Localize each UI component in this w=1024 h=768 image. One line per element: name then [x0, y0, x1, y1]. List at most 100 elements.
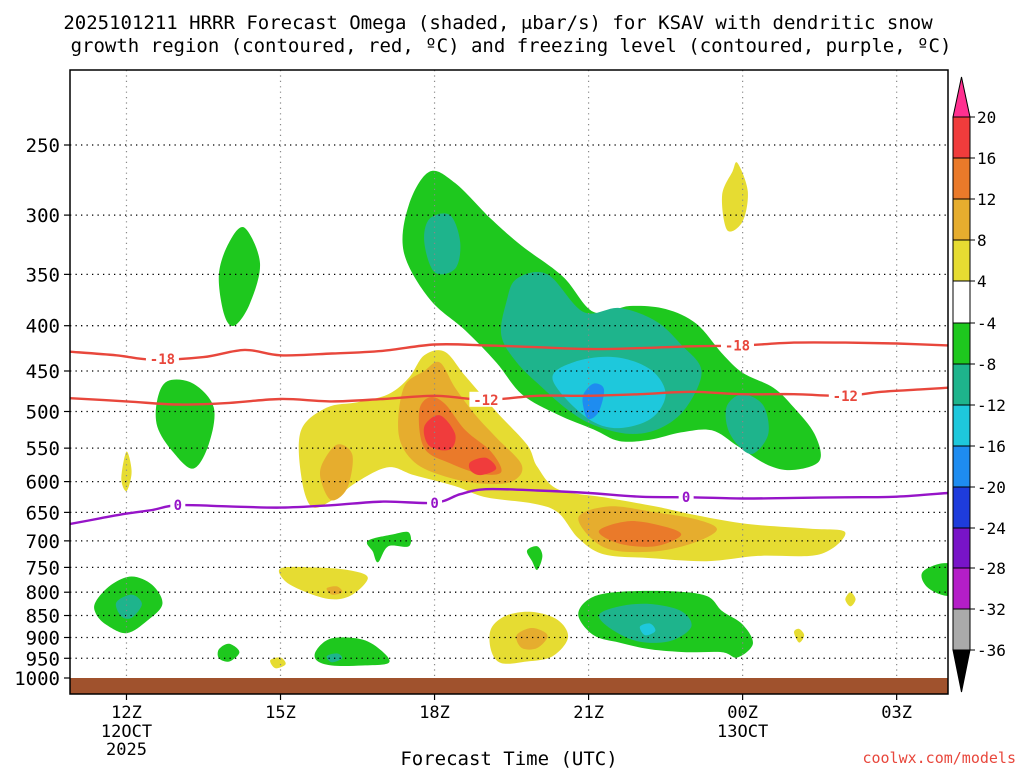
- omega-region-green-blob-13z: [155, 379, 215, 469]
- colorbar-label-12: -32: [977, 600, 1006, 619]
- colorbar-segment-5: [952, 280, 971, 324]
- isotherm-line-2: [70, 487, 948, 526]
- y-tick-label-350: 350: [26, 264, 60, 286]
- isotherm-label-2-1: 0: [430, 496, 438, 512]
- colorbar-label-4: 4: [977, 272, 987, 291]
- x-tick-label-15Z: 15Z: [265, 703, 296, 723]
- isotherm-label-1-1: -12: [833, 389, 858, 405]
- omega-region-green-lower-right: [921, 563, 948, 596]
- omega-region-yellow-bar-12z: [121, 451, 132, 492]
- omega-region-yellow-dot-25z: [794, 628, 805, 643]
- isotherm-label-0-1: -18: [725, 338, 750, 354]
- colorbar-segment-11: [952, 527, 971, 569]
- omega-region-right-teal-patch: [725, 394, 769, 455]
- colorbar-label-13: -36: [977, 641, 1006, 660]
- colorbar-label-5: -4: [977, 314, 996, 333]
- omega-region-yellow-dot-26z: [845, 592, 856, 607]
- y-tick-label-750: 750: [26, 557, 60, 579]
- y-tick-label-650: 650: [26, 502, 60, 524]
- omega-region-red-core-a: [423, 415, 456, 451]
- colorbar-label-9: -20: [977, 478, 1006, 497]
- colorbar-label-2: 12: [977, 190, 996, 209]
- isotherm-label-bg: [720, 337, 754, 353]
- omega-region-yellow-top-23z: [721, 162, 748, 232]
- y-tick-label-900: 900: [26, 627, 60, 649]
- y-tick-label-600: 600: [26, 472, 60, 494]
- colorbar-label-0: 20: [977, 108, 996, 127]
- plot-background: [70, 70, 948, 694]
- surface-terrain-band: [70, 678, 948, 694]
- x-tick-label-18Z: 18Z: [419, 703, 450, 723]
- isotherm-label-2-2: 0: [682, 490, 690, 506]
- chart-title-line-2: growth region (contoured, red, ºC) and f…: [71, 35, 952, 57]
- omega-region-orange-dark-b: [598, 521, 682, 547]
- y-tick-label-1000: 1000: [14, 668, 60, 690]
- x-tick-label-12Z: 12Z: [111, 703, 142, 723]
- y-tick-label-250: 250: [26, 135, 60, 157]
- x-tick-label-00Z: 00Z: [727, 703, 758, 723]
- isotherm-label-bg: [828, 387, 862, 403]
- isotherm-label-1-0: -12: [473, 393, 498, 409]
- omega-region-teal-lower-12z: [115, 594, 142, 619]
- colorbar-label-7: -12: [977, 396, 1006, 415]
- isotherm-label-bg: [427, 494, 443, 510]
- omega-region-green-dot-20z: [526, 546, 543, 570]
- isotherm-label-bg: [469, 391, 503, 407]
- isotherm-label-bg: [170, 497, 186, 513]
- isotherm-label-bg: [678, 489, 694, 505]
- plot-area: [70, 70, 948, 694]
- y-tick-label-550: 550: [26, 438, 60, 460]
- chart-title-line-1: 2025101211 HRRR Forecast Omega (shaded, …: [63, 12, 933, 34]
- omega-region-green-band-700: [366, 531, 412, 563]
- y-tick-label-800: 800: [26, 582, 60, 604]
- y-tick-label-450: 450: [26, 361, 60, 383]
- y-tick-label-850: 850: [26, 606, 60, 628]
- omega-region-plume-top-teal: [424, 213, 461, 275]
- colorbar-label-8: -16: [977, 437, 1006, 456]
- omega-region-yellow-blob-16z: [278, 566, 368, 600]
- x-axis-title: Forecast Time (UTC): [400, 748, 617, 768]
- y-tick-label-300: 300: [26, 205, 60, 227]
- omega-region-cyan-dot-22z: [639, 623, 656, 636]
- axes: 2503003504004505005506006507007508008509…: [14, 69, 949, 760]
- omega-region-green-blob-14z: [218, 226, 261, 327]
- omega-region-orange-blob-16z: [319, 444, 353, 501]
- gridlines: [70, 70, 948, 678]
- y-tick-label-500: 500: [26, 402, 60, 424]
- colorbar-segment-10: [952, 486, 971, 529]
- x-tick-year-12Z: 2025: [106, 740, 147, 760]
- x-tick-date-00Z: 13OCT: [717, 722, 768, 742]
- colorbar-segment-12: [952, 567, 971, 610]
- colorbar-segment-4: [952, 239, 971, 282]
- colorbar-segment-1: [952, 116, 971, 159]
- colorbar-segment-bottom-arrow: [952, 649, 971, 693]
- omega-region-red-core-b: [468, 457, 497, 476]
- colorbar-label-11: -28: [977, 559, 1006, 578]
- omega-region-green-dot-14z: [217, 643, 240, 662]
- isotherm-line-0: [70, 341, 948, 361]
- colorbar-label-3: 8: [977, 231, 987, 250]
- plot-frame: [69, 69, 949, 695]
- colorbar-segment-3: [952, 198, 971, 241]
- y-tick-label-400: 400: [26, 316, 60, 338]
- omega-region-upper-cyan-core: [552, 356, 666, 429]
- colorbar-label-10: -24: [977, 519, 1006, 538]
- omega-region-upper-blue-dot: [582, 383, 605, 420]
- isotherm-contours: -18 -18 -12 -12 0 0 0: [70, 337, 948, 526]
- omega-region-orange-dot-20z: [516, 628, 548, 650]
- colorbar-label-1: 16: [977, 149, 996, 168]
- colorbar-segment-13: [952, 608, 971, 651]
- isotherm-label-0-0: -18: [150, 352, 175, 368]
- x-tick-date-12Z: 12OCT: [101, 722, 152, 742]
- x-tick-label-03Z: 03Z: [881, 703, 912, 723]
- omega-region-teal-lower-22z: [598, 603, 692, 643]
- colorbar-segment-9: [952, 445, 971, 488]
- omega-region-orange-dot-16z: [326, 586, 343, 595]
- x-tick-label-21Z: 21Z: [573, 703, 604, 723]
- isotherm-label-bg: [145, 351, 179, 367]
- colorbar: 20 16 12 8 4 -4 -8 -12 -16 -20 -24 -28 -32 -36: [952, 76, 1006, 693]
- isotherm-label-2-0: 0: [174, 498, 182, 514]
- colorbar-label-6: -8: [977, 355, 996, 374]
- y-tick-label-950: 950: [26, 648, 60, 670]
